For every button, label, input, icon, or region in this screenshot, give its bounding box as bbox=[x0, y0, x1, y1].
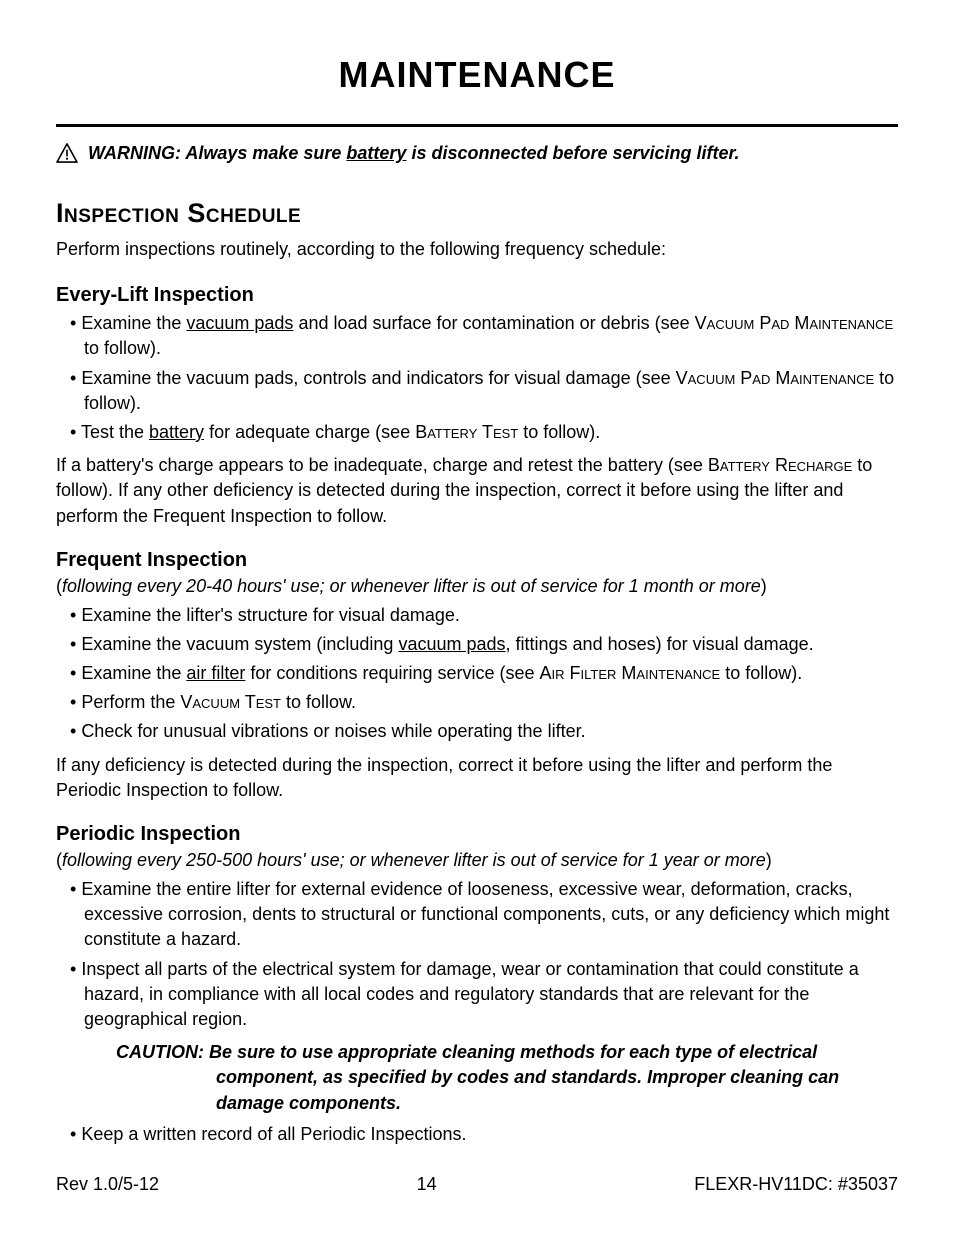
warning-row: WARNING: Always make sure battery is dis… bbox=[56, 141, 898, 168]
subheading-periodic: Periodic Inspection bbox=[56, 823, 898, 846]
text: to follow. bbox=[281, 692, 356, 712]
text: , fittings and hoses) for visual damage. bbox=[506, 634, 814, 654]
list-item: Check for unusual vibrations or noises w… bbox=[56, 719, 898, 744]
text: to follow). bbox=[720, 663, 802, 683]
text: Examine the bbox=[81, 313, 186, 333]
page-footer: Rev 1.0/5-12 14 FLEXR-HV11DC: #35037 bbox=[56, 1174, 898, 1195]
underlined-text: vacuum pads bbox=[398, 634, 505, 654]
list-item: Examine the vacuum system (including vac… bbox=[56, 632, 898, 657]
text: Examine the bbox=[81, 663, 186, 683]
list-item: Examine the air filter for conditions re… bbox=[56, 661, 898, 686]
smallcaps-text: Battery Test bbox=[415, 422, 518, 442]
list-item: Examine the lifter's structure for visua… bbox=[56, 603, 898, 628]
bullet-list: Examine the vacuum pads and load surface… bbox=[56, 311, 898, 445]
lead-text: Perform inspections routinely, according… bbox=[56, 237, 898, 262]
list-item: Keep a written record of all Periodic In… bbox=[56, 1122, 898, 1147]
section-heading-inspection: Inspection Schedule bbox=[56, 198, 898, 229]
page: MAINTENANCE WARNING: Always make sure ba… bbox=[0, 0, 954, 1235]
paragraph: If any deficiency is detected during the… bbox=[56, 753, 898, 803]
frequency-note: (following every 250-500 hours' use; or … bbox=[56, 850, 898, 871]
list-item: Perform the Vacuum Test to follow. bbox=[56, 690, 898, 715]
list-item: Examine the vacuum pads, controls and in… bbox=[56, 366, 898, 416]
section-periodic: Periodic Inspection (following every 250… bbox=[56, 823, 898, 1147]
warning-prefix: WARNING: Always make sure bbox=[88, 143, 346, 163]
divider bbox=[56, 124, 898, 127]
text: Test the bbox=[81, 422, 149, 442]
text: to follow). bbox=[518, 422, 600, 442]
underlined-text: battery bbox=[149, 422, 204, 442]
footer-left: Rev 1.0/5-12 bbox=[56, 1174, 159, 1195]
text: to follow). bbox=[84, 338, 161, 358]
list-item: Test the battery for adequate charge (se… bbox=[56, 420, 898, 445]
smallcaps-text: Vacuum Pad Maintenance bbox=[695, 313, 894, 333]
list-item: Examine the entire lifter for external e… bbox=[56, 877, 898, 953]
text: Examine the vacuum system (including bbox=[81, 634, 398, 654]
underlined-text: air filter bbox=[186, 663, 245, 683]
bullet-list: Examine the lifter's structure for visua… bbox=[56, 603, 898, 745]
italic-text: following every 250-500 hours' use; or w… bbox=[62, 850, 766, 870]
list-item: Inspect all parts of the electrical syst… bbox=[56, 957, 898, 1033]
smallcaps-text: Battery Recharge bbox=[708, 455, 852, 475]
section-frequent: Frequent Inspection (following every 20-… bbox=[56, 549, 898, 803]
text: If a battery's charge appears to be inad… bbox=[56, 455, 708, 475]
subheading-every-lift: Every-Lift Inspection bbox=[56, 284, 898, 307]
text: Perform the bbox=[81, 692, 180, 712]
smallcaps-text: Vacuum Test bbox=[180, 692, 281, 712]
footer-right: FLEXR-HV11DC: #35037 bbox=[694, 1174, 898, 1195]
bullet-list: Keep a written record of all Periodic In… bbox=[56, 1122, 898, 1147]
subheading-frequent: Frequent Inspection bbox=[56, 549, 898, 572]
section-every-lift: Every-Lift Inspection Examine the vacuum… bbox=[56, 284, 898, 529]
text: Examine the vacuum pads, controls and in… bbox=[81, 368, 675, 388]
bullet-list: Examine the entire lifter for external e… bbox=[56, 877, 898, 1032]
smallcaps-text: Air Filter Maintenance bbox=[540, 663, 721, 683]
underlined-text: vacuum pads bbox=[186, 313, 293, 333]
warning-text: WARNING: Always make sure battery is dis… bbox=[88, 141, 740, 165]
list-item: Examine the vacuum pads and load surface… bbox=[56, 311, 898, 361]
warning-icon bbox=[56, 143, 78, 168]
smallcaps-text: Vacuum Pad Maintenance bbox=[676, 368, 875, 388]
italic-text: following every 20-40 hours' use; or whe… bbox=[62, 576, 761, 596]
text: and load surface for contamination or de… bbox=[293, 313, 694, 333]
paragraph: If a battery's charge appears to be inad… bbox=[56, 453, 898, 529]
footer-center: 14 bbox=[417, 1174, 437, 1195]
warning-suffix: is disconnected before servicing lifter. bbox=[406, 143, 739, 163]
caution-text: CAUTION: Be sure to use appropriate clea… bbox=[86, 1040, 898, 1116]
warning-underlined: battery bbox=[346, 143, 406, 163]
text: for conditions requiring service (see bbox=[245, 663, 539, 683]
frequency-note: (following every 20-40 hours' use; or wh… bbox=[56, 576, 898, 597]
page-title: MAINTENANCE bbox=[56, 54, 898, 96]
text: for adequate charge (see bbox=[204, 422, 415, 442]
